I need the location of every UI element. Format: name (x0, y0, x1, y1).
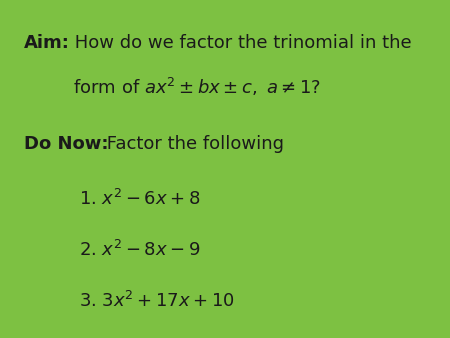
Text: 1. $x^2 - 6x + 8$: 1. $x^2 - 6x + 8$ (79, 189, 200, 209)
Text: Factor the following: Factor the following (101, 135, 284, 153)
Text: Aim:: Aim: (24, 34, 70, 52)
Text: How do we factor the trinomial in the: How do we factor the trinomial in the (69, 34, 412, 52)
Text: 2. $x^2 - 8x - 9$: 2. $x^2 - 8x - 9$ (79, 240, 200, 260)
Text: 3. $3x^2 + 17x + 10$: 3. $3x^2 + 17x + 10$ (79, 291, 234, 311)
Text: form of $ax^2 \pm bx \pm c,\ a \neq 1$?: form of $ax^2 \pm bx \pm c,\ a \neq 1$? (73, 76, 322, 98)
Text: Do Now:: Do Now: (24, 135, 108, 153)
